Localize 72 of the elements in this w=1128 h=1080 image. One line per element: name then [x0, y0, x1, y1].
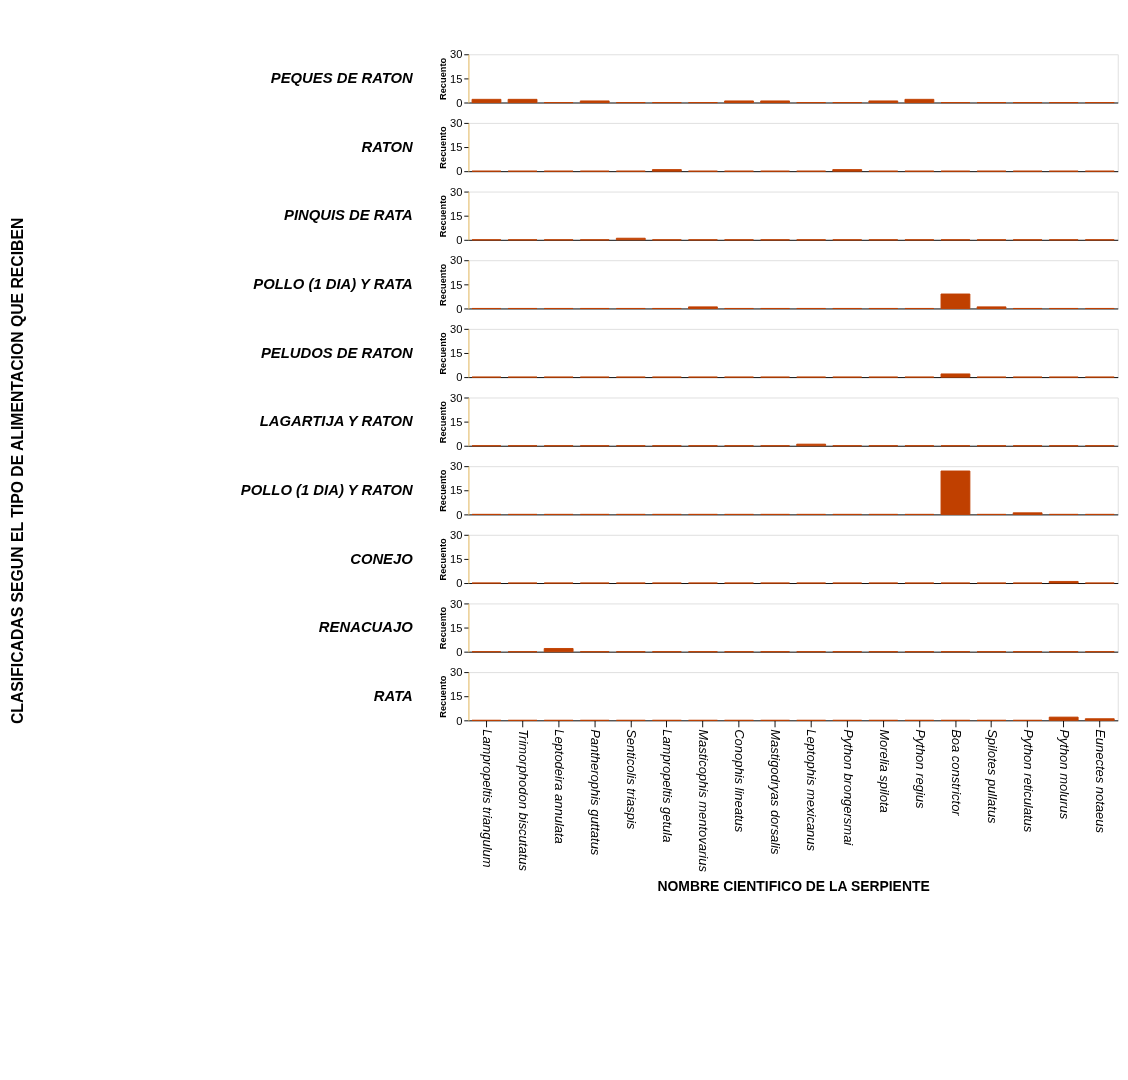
- y-axis-title: Recuento: [438, 469, 449, 512]
- y-axis-title: Recuento: [438, 57, 449, 100]
- y-tick-label: 15: [450, 621, 463, 634]
- y-tick-label: 15: [450, 553, 463, 566]
- y-tick-label: 30: [450, 460, 463, 473]
- text: POLLO (1 DIA) Y RATA: [253, 276, 413, 292]
- x-tick-label: Senticolis triaspis: [624, 729, 640, 830]
- y-tick-label: 15: [450, 278, 463, 291]
- y-tick-label: 0: [456, 714, 463, 727]
- y-tick-label: 30: [450, 391, 463, 404]
- x-tick-label: Eunectes notaeus: [1093, 729, 1109, 834]
- bar: [940, 470, 971, 515]
- x-tick-label: Leptophis mexicanus: [804, 729, 820, 852]
- x-tick-label: Leptodeira annulata: [551, 729, 567, 844]
- text: PEQUES DE RATON: [270, 70, 414, 87]
- y-tick-label: 30: [450, 597, 463, 610]
- text: CONEJO: [350, 550, 414, 567]
- y-axis-title: Recuento: [438, 332, 449, 375]
- x-tick-label: Python molurus: [1056, 729, 1072, 820]
- x-tick-label: Trimorphodon biscutatus: [515, 729, 531, 872]
- text: RATA: [373, 687, 413, 704]
- y-tick-label: 15: [450, 72, 463, 85]
- y-tick-label: 15: [450, 484, 463, 497]
- text: POLLO (1 DIA) Y RATON: [240, 481, 414, 498]
- text: CLASIFICADAS SEGUN EL TIPO DE ALIMENTACION QUE RECIBEN: [8, 217, 26, 725]
- y-tick-label: 0: [456, 302, 463, 315]
- x-tick-label: Spilotes pullatus: [984, 729, 1000, 825]
- y-tick-label: 30: [450, 254, 463, 267]
- y-tick-label: 15: [450, 347, 463, 360]
- y-axis-title: Recuento: [438, 675, 449, 718]
- x-tick-label: Conophis lineatus: [732, 729, 748, 833]
- x-tick-label: Boa constrictor: [948, 729, 964, 817]
- bar: [940, 293, 971, 309]
- y-axis-title: Recuento: [438, 194, 449, 238]
- y-tick-label: 0: [456, 371, 463, 384]
- y-tick-label: 0: [456, 439, 463, 452]
- x-tick-label: Python brongersmai: [840, 729, 856, 847]
- y-axis-title: Recuento: [438, 606, 449, 650]
- y-tick-label: 15: [450, 415, 463, 428]
- x-tick-label: Pantherophis guttatus: [588, 729, 603, 856]
- x-tick-label: Lampropeltis triangulum: [479, 729, 495, 868]
- y-tick-label: 15: [450, 690, 463, 703]
- y-axis-title: Recuento: [438, 126, 449, 169]
- y-tick-label: 15: [450, 209, 463, 222]
- y-tick-label: 0: [456, 165, 463, 178]
- y-tick-label: 0: [456, 96, 463, 109]
- x-tick-label: Masticophis mentovarius: [696, 729, 712, 873]
- y-tick-label: 30: [450, 185, 463, 198]
- y-tick-label: 30: [450, 117, 463, 130]
- text: LAGARTIJA Y RATON: [259, 413, 414, 430]
- y-tick-label: 30: [450, 666, 463, 679]
- y-tick-label: 30: [450, 529, 463, 541]
- y-tick-label: 0: [456, 508, 463, 521]
- x-tick-label: Morelia spilota: [876, 729, 892, 813]
- y-tick-label: 30: [450, 323, 463, 336]
- x-tick-label: Lampropeltis getula: [660, 729, 676, 843]
- y-axis-title: Recuento: [438, 400, 449, 444]
- text: RENACUAJO: [318, 619, 414, 636]
- y-tick-label: 0: [456, 234, 463, 247]
- y-axis-title: Recuento: [438, 537, 449, 581]
- x-tick-label: Mastigodryas dorsalis: [768, 729, 784, 856]
- y-tick-label: 30: [450, 48, 463, 61]
- text: RATON: [361, 138, 414, 155]
- x-axis-title: NOMBRE CIENTIFICO DE LA SERPIENTE: [657, 877, 930, 894]
- x-tick-label: Python regius: [912, 729, 928, 809]
- y-tick-label: 0: [456, 577, 463, 590]
- x-tick-label: Python reticulatus: [1020, 729, 1036, 833]
- text: PELUDOS DE RATON: [260, 344, 414, 361]
- y-tick-label: 0: [456, 645, 463, 658]
- text: PINQUIS DE RATA: [284, 207, 413, 224]
- y-axis-title: Recuento: [438, 263, 449, 306]
- y-tick-label: 15: [450, 141, 463, 154]
